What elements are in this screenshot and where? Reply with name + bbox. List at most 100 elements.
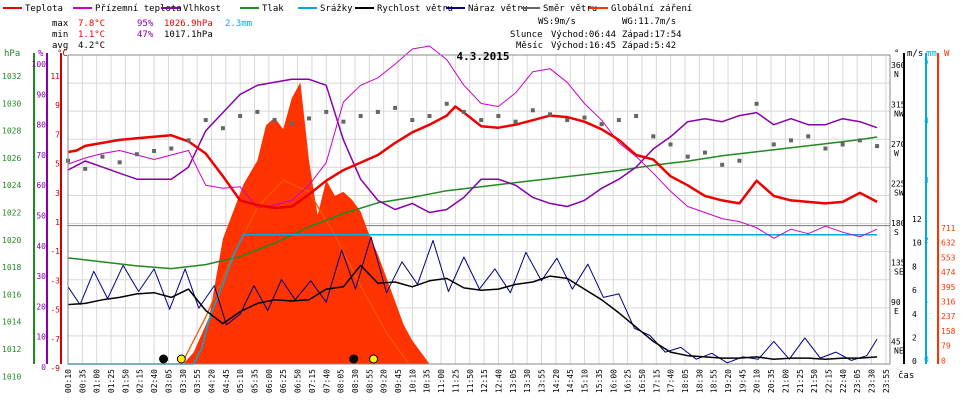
time-tick-label: 14:45 [566, 369, 575, 393]
time-tick-label: 02:15 [136, 369, 145, 393]
stats-max-temp: 7.8°C [78, 19, 105, 29]
stats-min-temp: 1.1°C [78, 30, 105, 40]
sunrise-marker [176, 354, 186, 364]
axes-layer: hPa1032103010281026102410221020101810161… [2, 49, 956, 393]
stats-avg-label: avg [52, 41, 68, 51]
wind-direction-point [737, 158, 742, 163]
time-tick-label: 10:10 [408, 369, 417, 393]
watt-tick-label: 79 [941, 342, 951, 351]
time-tick-label: 01:50 [121, 369, 130, 393]
time-tick-label: 07:40 [322, 369, 331, 393]
stats-min-label: min [52, 30, 68, 40]
wind-direction-point [513, 119, 518, 124]
wind-direction-point [875, 144, 880, 149]
watt-tick-label: 474 [941, 268, 956, 277]
wind-direction-point [806, 134, 811, 139]
time-tick-label: 22:40 [839, 369, 848, 393]
watt-tick-label: 0 [941, 356, 946, 365]
degree-axis-label: ° [894, 49, 899, 59]
solar-radiation-area [68, 82, 878, 365]
time-tick-label: 09:20 [380, 369, 389, 393]
hpa-tick-label: 1032 [2, 72, 21, 81]
wind-direction-point [307, 116, 312, 121]
wind-direction-point [169, 146, 174, 151]
mm-axis-label: mm [926, 49, 937, 59]
moonrise-marker [349, 354, 359, 364]
time-tick-label: 08:30 [351, 369, 360, 393]
hpa-tick-label: 1016 [2, 290, 21, 299]
celsius-tick-label: 3 [55, 189, 60, 198]
time-tick-label: 00:35 [78, 369, 87, 393]
wind-direction-point [272, 118, 277, 123]
legend: Teplota Přízemní teplota Vlhkost Tlak Srážky… [3, 4, 692, 14]
hpa-tick-label: 1022 [2, 209, 21, 218]
degree-tick-label: 180 [891, 219, 906, 228]
time-tick-label: 21:00 [781, 369, 790, 393]
wind-direction-point [685, 154, 690, 159]
time-tick-label: 16:00 [609, 369, 618, 393]
info-panel: max 7.8°C 95% 1026.9hPa 2.3mm min 1.1°C 47% 1017… [52, 17, 682, 51]
time-tick-label: 11:25 [451, 369, 460, 393]
time-tick-label: 23:55 [882, 369, 891, 393]
ground-temperature-line [67, 45, 878, 239]
moon-set: Západ:5:42 [622, 41, 676, 51]
wind-gust-line [67, 236, 878, 364]
legend-label: Přízemní teplota [95, 4, 182, 14]
wind-direction-point [375, 109, 380, 114]
chart-title: 4.3.2015 [457, 50, 510, 63]
hpa-tick-label: 1018 [2, 263, 21, 272]
mm-tick-label: 0 [924, 355, 929, 364]
time-tick-label: 12:15 [480, 369, 489, 393]
percent-tick-label: 10 [36, 333, 46, 342]
direction-tick-label: NE [894, 347, 904, 356]
direction-tick-label: S [894, 228, 899, 237]
time-tick-label: 01:25 [107, 369, 116, 393]
time-tick-label: 07:15 [308, 369, 317, 393]
ms-tick-label: 0 [912, 357, 917, 366]
percent-tick-label: 90 [36, 90, 46, 99]
ms-tick-label: 6 [912, 286, 917, 295]
ms-tick-label: 2 [912, 334, 917, 343]
legend-label: Tlak [262, 4, 284, 14]
degree-tick-label: 270 [891, 140, 906, 149]
stats-max-humidity: 95% [137, 19, 154, 29]
wind-direction-point [530, 108, 535, 113]
stats-min-pressure: 1017.1hPa [164, 30, 213, 40]
direction-tick-label: N [894, 70, 899, 79]
percent-tick-label: 0 [41, 363, 46, 372]
stats-avg-temp: 4.2°C [78, 41, 105, 51]
time-tick-label: 18:30 [695, 369, 704, 393]
mm-tick-label: 1 [924, 295, 929, 304]
pressure-line [67, 136, 878, 270]
degree-tick-label: 90 [891, 298, 901, 307]
ms-tick-label: 8 [912, 262, 917, 271]
legend-label: Vlhkost [183, 4, 221, 14]
stats-max-pressure: 1026.9hPa [164, 19, 213, 29]
direction-tick-label: SW [894, 189, 904, 198]
hpa-tick-label: 1024 [2, 181, 21, 190]
hpa-tick-label: 1026 [2, 154, 21, 163]
wind-direction-point [117, 160, 122, 165]
wind-direction-point [634, 113, 639, 118]
celsius-tick-label: 7 [55, 130, 60, 139]
wind-direction-point [255, 109, 260, 114]
watt-tick-label: 316 [941, 298, 956, 307]
percent-tick-label: 100 [32, 60, 47, 69]
time-tick-label: 21:25 [796, 369, 805, 393]
time-tick-label: 20:10 [753, 369, 762, 393]
wind-direction-point [238, 113, 243, 118]
sun-label: Slunce [510, 30, 543, 40]
time-tick-label: 08:55 [365, 369, 374, 393]
time-tick-label: 04:20 [207, 369, 216, 393]
celsius-tick-label: -5 [50, 306, 60, 315]
wind-direction-point [754, 101, 759, 106]
time-tick-label: 12:40 [494, 369, 503, 393]
degree-tick-label: 225 [891, 180, 906, 189]
wind-direction-point [324, 109, 329, 114]
time-tick-label: 20:35 [767, 369, 776, 393]
wind-direction-point [152, 148, 157, 153]
time-tick-label: 00:10 [64, 369, 73, 393]
wind-direction-point [565, 118, 570, 123]
